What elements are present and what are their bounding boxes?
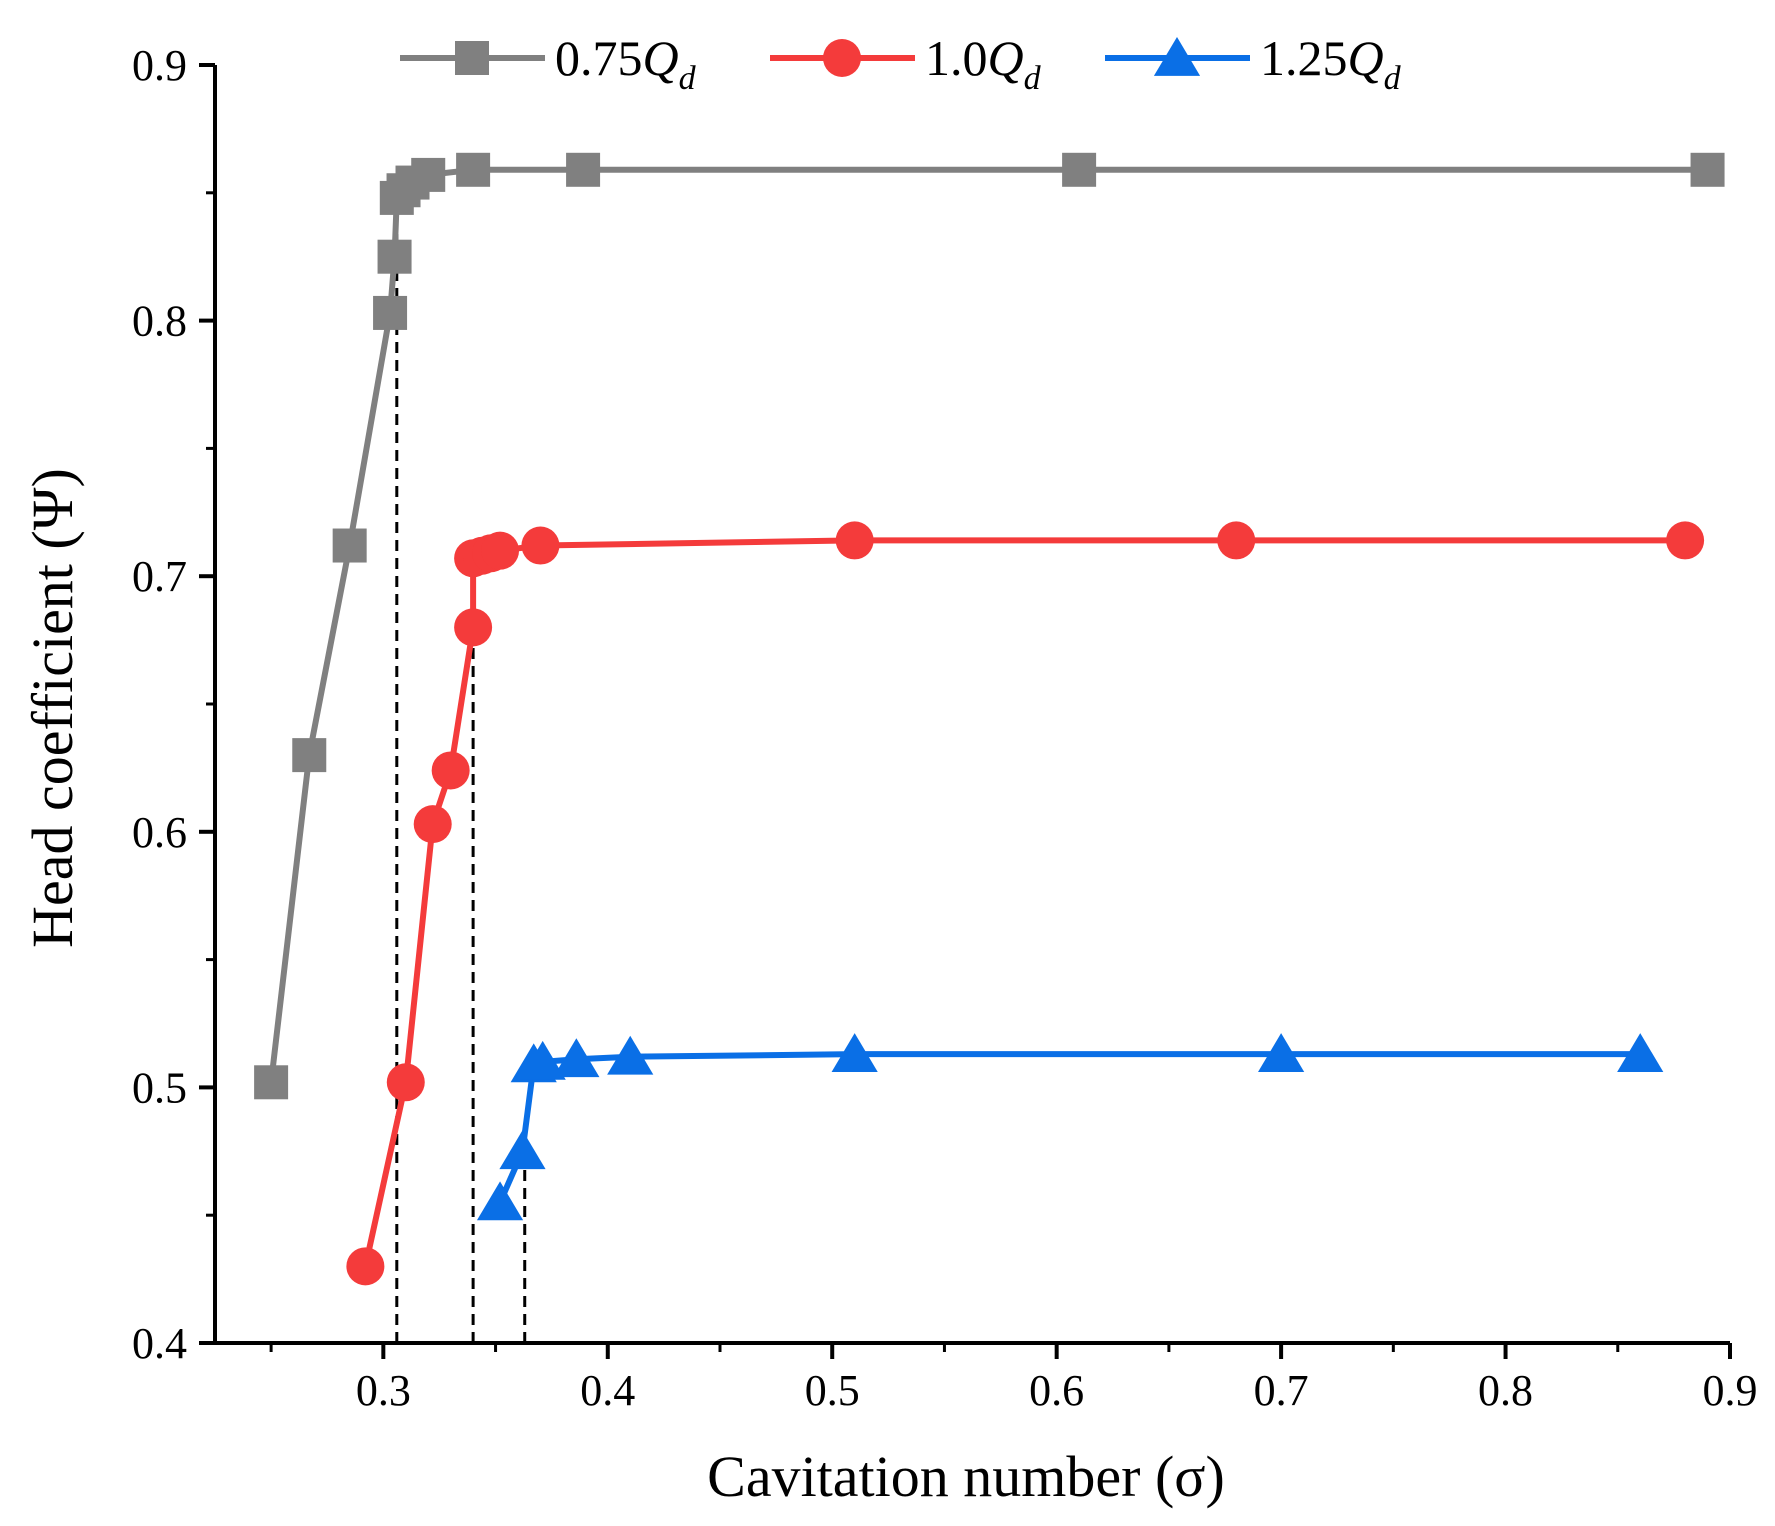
data-point-square — [1062, 152, 1097, 187]
x-tick-label: 0.9 — [1703, 1366, 1758, 1415]
legend-label: 1.0Qd — [925, 30, 1042, 97]
x-tick-label: 0.7 — [1254, 1366, 1309, 1415]
legend-label: 1.25Qd — [1260, 30, 1402, 97]
y-tick-label: 0.9 — [132, 41, 187, 90]
data-point-square — [373, 295, 408, 330]
series-1.0Qd — [346, 521, 1705, 1286]
data-point-triangle — [519, 1040, 566, 1080]
data-point-circle — [1217, 521, 1256, 560]
data-point-square — [254, 1065, 289, 1100]
y-tick-label: 0.8 — [132, 297, 187, 346]
data-point-square — [332, 528, 367, 563]
data-point-circle — [835, 521, 874, 560]
series-0.75Qd — [254, 152, 1725, 1100]
data-point-square — [377, 239, 412, 274]
y-tick-label: 0.5 — [132, 1063, 187, 1112]
data-point-circle — [1666, 521, 1705, 560]
y-tick-label: 0.6 — [132, 808, 187, 857]
data-point-square — [292, 738, 327, 773]
data-point-circle — [431, 751, 470, 790]
data-point-triangle — [831, 1033, 878, 1073]
legend-label: 0.75Qd — [555, 30, 697, 97]
data-point-circle — [481, 531, 520, 570]
legend-item: 1.25Qd — [1105, 30, 1402, 97]
data-point-triangle — [499, 1130, 546, 1170]
x-axis-title: Cavitation number (σ) — [707, 1444, 1225, 1509]
data-point-circle — [521, 526, 560, 565]
x-tick-label: 0.8 — [1478, 1366, 1533, 1415]
legend-item: 0.75Qd — [400, 30, 697, 97]
series-line — [362, 537, 1686, 1267]
reference-lines — [395, 197, 527, 1343]
data-point-circle — [386, 1063, 425, 1102]
series-layer — [254, 152, 1725, 1286]
legend: 0.75Qd 1.0Qd 1.25Qd — [400, 30, 1402, 97]
y-tick-label: 0.4 — [132, 1319, 187, 1368]
y-tick-label: 0.7 — [132, 552, 187, 601]
data-point-square — [456, 152, 491, 187]
data-point-square — [1690, 152, 1725, 187]
data-point-square — [455, 41, 489, 75]
x-tick-label: 0.6 — [1029, 1366, 1084, 1415]
data-point-circle — [823, 39, 861, 77]
data-point-square — [566, 152, 601, 187]
x-tick-label: 0.3 — [356, 1366, 411, 1415]
data-point-triangle — [476, 1181, 524, 1221]
data-point-triangle — [553, 1038, 600, 1078]
data-point-circle — [346, 1247, 385, 1286]
data-point-triangle — [1258, 1033, 1305, 1073]
x-tick-label: 0.4 — [580, 1366, 635, 1415]
series-1.25Qd — [476, 1033, 1664, 1221]
legend-item: 1.0Qd — [770, 30, 1042, 97]
data-point-triangle — [1617, 1033, 1664, 1073]
ticks: 0.3 0.4 0.5 0.6 0.7 0.8 0.9 0.4 0.5 0.6 0.7 0.8 0.9 — [132, 41, 1758, 1415]
data-point-circle — [413, 805, 452, 844]
series-line — [497, 1051, 1641, 1204]
x-tick-label: 0.5 — [805, 1366, 860, 1415]
data-point-triangle — [607, 1035, 654, 1075]
data-point-circle — [454, 608, 493, 647]
axes — [213, 65, 1730, 1345]
data-point-triangle — [1153, 37, 1201, 76]
data-point-square — [411, 157, 446, 192]
y-axis-title: Head coefficient (Ψ) — [20, 468, 85, 948]
